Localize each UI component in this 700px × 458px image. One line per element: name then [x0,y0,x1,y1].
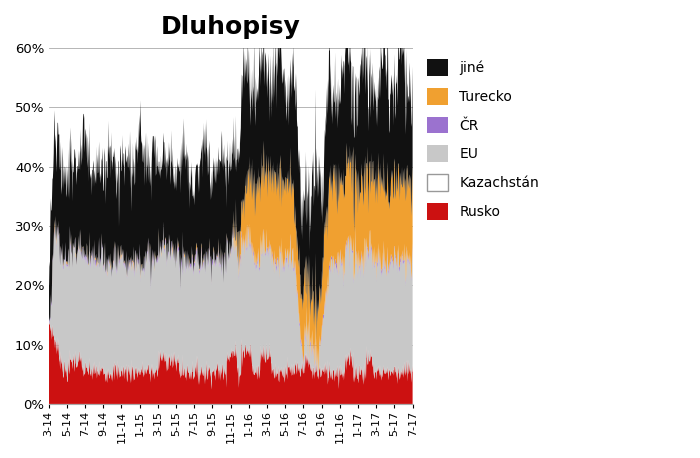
Legend: jiné, Turecko, ČR, EU, Kazachstán, Rusko: jiné, Turecko, ČR, EU, Kazachstán, Rusko [424,55,543,224]
Title: Dluhopisy: Dluhopisy [161,15,300,39]
